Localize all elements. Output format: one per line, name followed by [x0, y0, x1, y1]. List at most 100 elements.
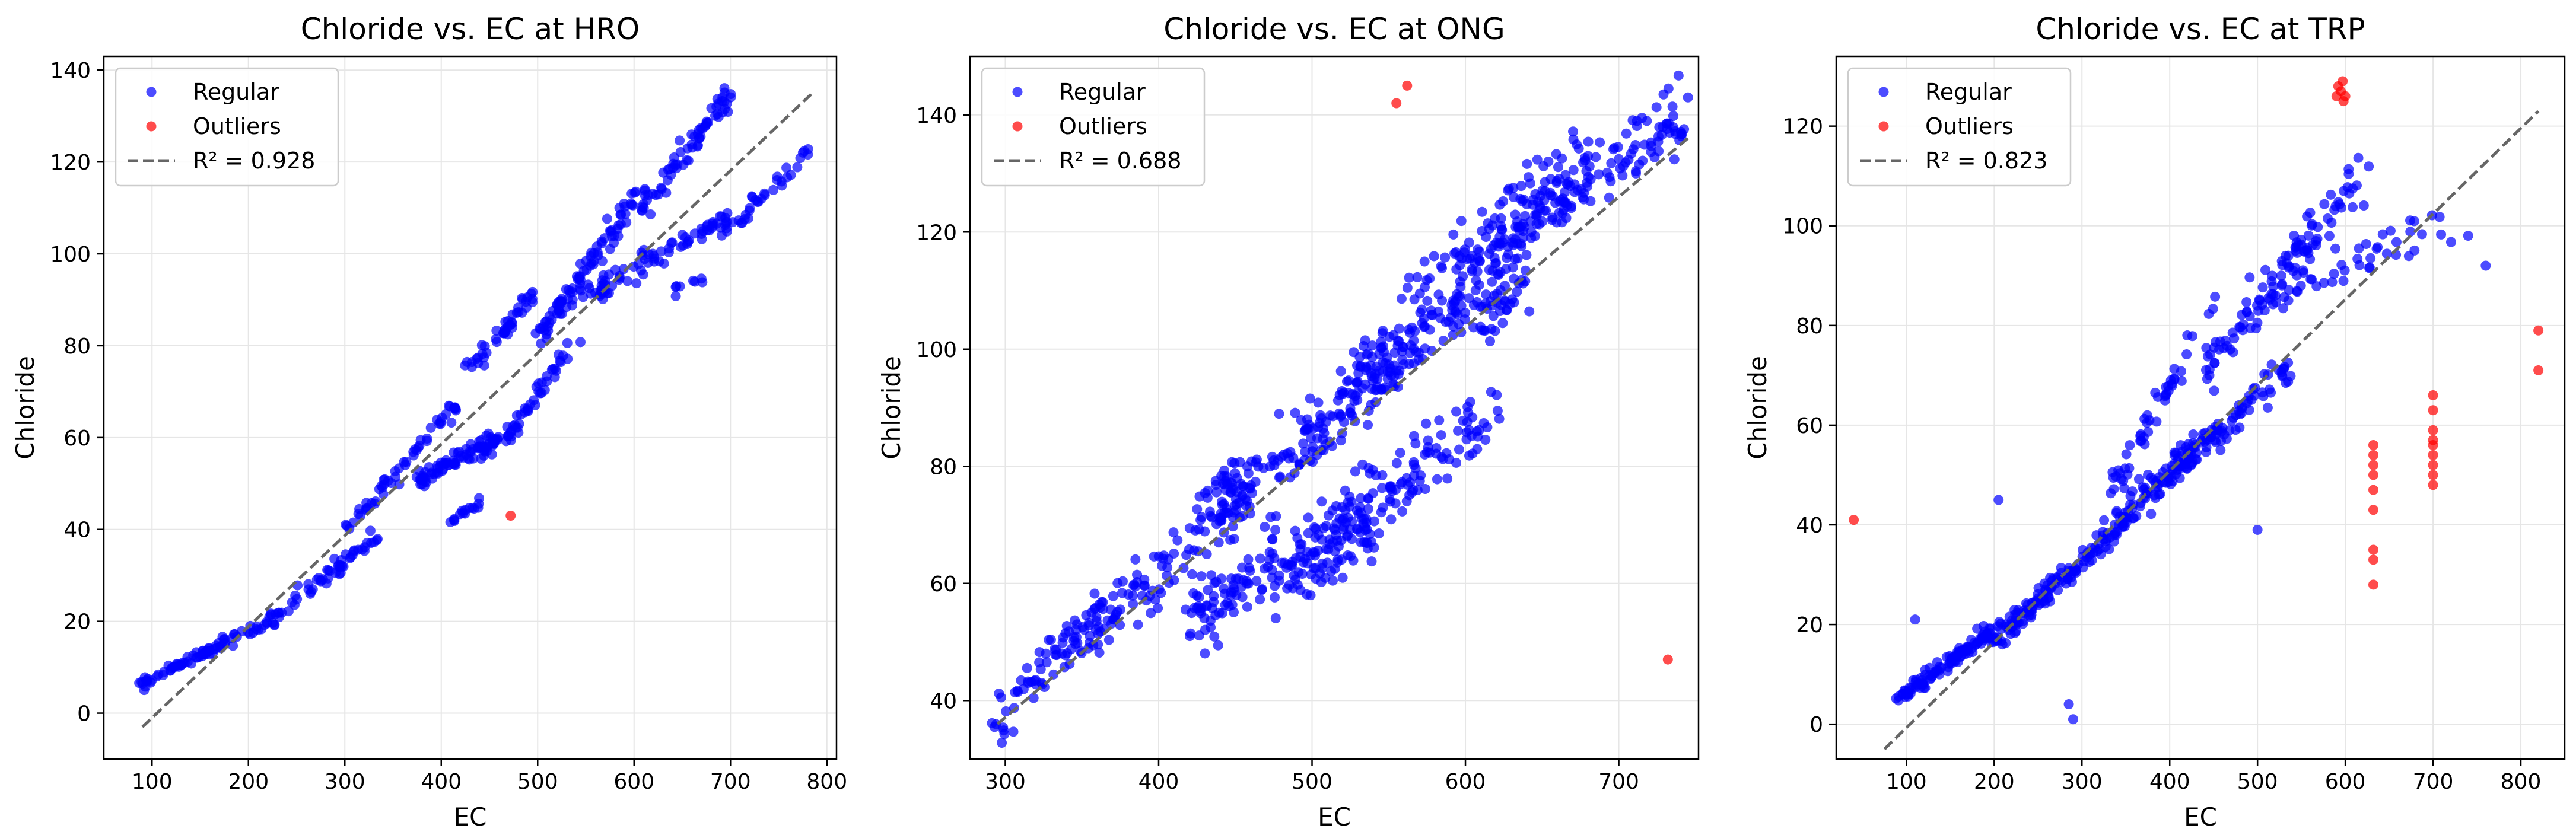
regular-point	[1668, 111, 1678, 122]
regular-point	[1419, 282, 1430, 292]
regular-point	[1448, 321, 1459, 332]
regular-point	[504, 430, 514, 441]
regular-point	[1321, 521, 1331, 531]
regular-point	[1602, 167, 1613, 178]
regular-point	[2209, 385, 2219, 396]
outlier-point	[2368, 544, 2378, 555]
regular-point	[1200, 648, 1210, 659]
y-tick-label: 80	[63, 334, 91, 359]
regular-point	[1453, 425, 1464, 436]
x-tick-label: 800	[806, 770, 847, 794]
regular-point	[586, 288, 596, 299]
regular-point	[1391, 458, 1402, 469]
regular-point	[2319, 199, 2330, 209]
regular-point	[1275, 471, 1286, 482]
regular-point	[1128, 599, 1138, 610]
regular-point	[1545, 174, 1556, 184]
regular-point	[2327, 277, 2338, 288]
regular-point	[1468, 299, 1479, 310]
regular-point	[1658, 122, 1668, 132]
legend-regular-marker	[146, 87, 157, 97]
y-tick-label: 120	[1782, 115, 1823, 139]
regular-point	[1409, 294, 1420, 305]
regular-point	[1186, 608, 1197, 619]
outlier-point	[1391, 98, 1402, 109]
regular-point	[521, 302, 532, 313]
regular-point	[1323, 510, 1334, 521]
regular-point	[1386, 514, 1397, 525]
regular-point	[1184, 631, 1195, 642]
regular-point	[1242, 578, 1252, 589]
regular-point	[675, 135, 685, 146]
regular-point	[1163, 554, 1173, 565]
regular-point	[618, 264, 629, 275]
regular-point	[2018, 619, 2028, 629]
regular-point	[2169, 450, 2180, 461]
regular-point	[1583, 136, 1594, 147]
regular-point	[1591, 152, 1601, 162]
regular-point	[1343, 375, 1354, 386]
regular-point	[1008, 726, 1019, 737]
regular-point	[2181, 463, 2192, 473]
regular-point	[1292, 579, 1303, 590]
regular-point	[1412, 272, 1423, 282]
regular-point	[1405, 327, 1416, 338]
regular-point	[1209, 631, 1220, 642]
regular-point	[1323, 544, 1334, 555]
regular-point	[167, 662, 177, 673]
regular-point	[1454, 444, 1464, 455]
regular-point	[1473, 244, 1483, 255]
x-tick-label: 800	[2501, 770, 2542, 794]
regular-point	[2336, 260, 2347, 270]
regular-point	[575, 337, 586, 348]
regular-point	[2215, 445, 2226, 455]
regular-point	[342, 521, 352, 531]
regular-point	[1243, 554, 1254, 565]
regular-point	[1070, 624, 1081, 635]
regular-point	[478, 450, 489, 461]
regular-point	[1408, 431, 1419, 441]
regular-point	[507, 322, 517, 333]
regular-point	[1123, 589, 1134, 600]
regular-point	[1146, 608, 1156, 619]
regular-point	[2307, 274, 2317, 285]
regular-point	[334, 569, 345, 579]
regular-point	[675, 241, 686, 252]
regular-point	[1667, 101, 1678, 112]
legend-outliers-marker	[1012, 121, 1023, 132]
y-tick-label: 80	[1796, 314, 1823, 339]
x-tick-label: 500	[517, 770, 558, 794]
regular-point	[1373, 528, 1384, 539]
regular-point	[670, 291, 681, 301]
regular-point	[1494, 238, 1505, 248]
y-tick-label: 140	[916, 104, 957, 128]
regular-point	[2267, 270, 2278, 281]
regular-point	[437, 466, 447, 476]
regular-point	[435, 419, 446, 429]
regular-point	[1370, 470, 1381, 480]
regular-point	[1103, 635, 1114, 645]
regular-point	[739, 213, 750, 224]
regular-point	[1360, 525, 1370, 536]
y-tick-label: 60	[63, 426, 91, 451]
regular-point	[1294, 459, 1305, 470]
regular-point	[1408, 335, 1419, 346]
regular-point	[715, 211, 726, 222]
regular-point	[1353, 508, 1364, 519]
outlier-point	[2428, 425, 2438, 435]
regular-point	[1448, 229, 1459, 240]
regular-point	[1503, 241, 1513, 252]
regular-point	[1963, 648, 1974, 658]
regular-point	[1534, 219, 1545, 230]
regular-point	[1302, 414, 1312, 425]
y-tick-label: 20	[63, 610, 91, 635]
regular-point	[1350, 466, 1360, 477]
regular-point	[1410, 463, 1421, 473]
chart-title: Chloride vs. EC at TRP	[2036, 12, 2365, 46]
regular-point	[1908, 675, 1919, 686]
regular-point	[1532, 154, 1543, 165]
regular-point	[1345, 551, 1356, 562]
regular-point	[1172, 535, 1183, 546]
regular-point	[1284, 580, 1295, 591]
regular-point	[1327, 575, 1338, 586]
